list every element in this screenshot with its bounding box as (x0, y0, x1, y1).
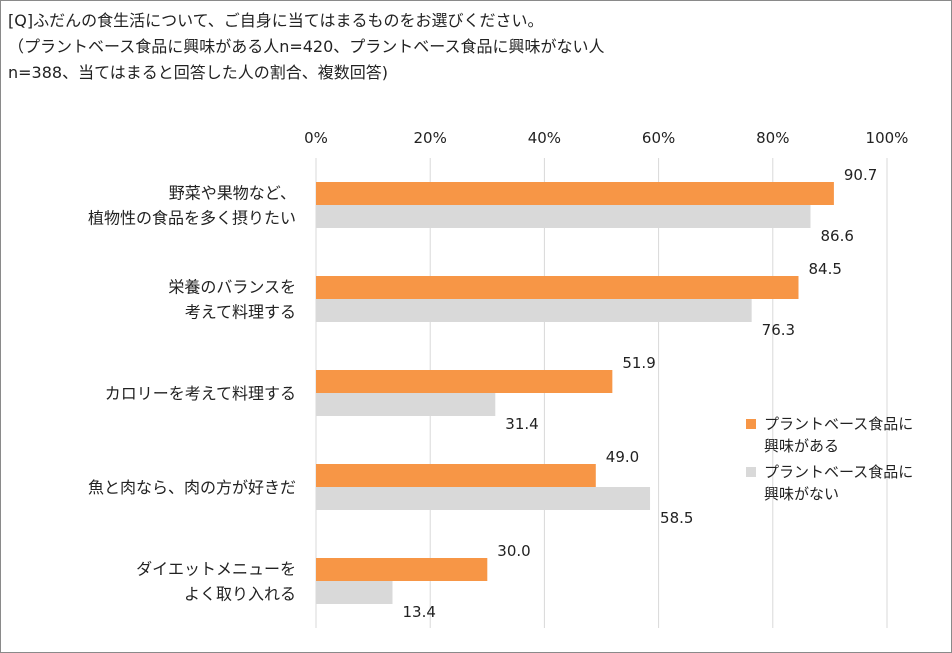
bar-not-interested (316, 205, 811, 228)
question-text: [Q]ふだんの食生活について、ご自身に当てはまるものをお選びください。 （プラン… (8, 8, 938, 86)
question-line-3: n=388、当てはまると回答した人の割合、複数回答) (8, 63, 389, 82)
data-label: 31.4 (505, 415, 538, 433)
bar-interested (316, 558, 488, 581)
category-label: 栄養のバランスを (168, 278, 296, 297)
category-label: ダイエットメニューを (136, 560, 296, 579)
question-line-2: （プラントベース食品に興味がある人n=420、プラントベース食品に興味がない人 (8, 37, 605, 56)
category-label: 魚と肉なら、肉の方が好きだ (88, 478, 296, 497)
bar-interested (316, 464, 596, 487)
legend-swatch-interested (746, 419, 756, 429)
data-label: 13.4 (403, 603, 436, 621)
bar-not-interested (316, 393, 496, 416)
bar-interested (316, 182, 834, 205)
bar-not-interested (316, 487, 651, 510)
data-label: 76.3 (762, 321, 795, 339)
data-label: 49.0 (606, 448, 639, 466)
bar-not-interested (316, 299, 752, 322)
legend-swatch-not-interested (746, 467, 756, 477)
data-label: 86.6 (820, 227, 853, 245)
x-tick-label: 60% (642, 129, 675, 147)
data-label: 51.9 (622, 354, 655, 372)
legend-label-interested: プラントベース食品に 興味がある (764, 415, 914, 455)
question-line-1: [Q]ふだんの食生活について、ご自身に当てはまるものをお選びください。 (8, 11, 544, 30)
bar-interested (316, 276, 799, 299)
bar-interested (316, 370, 613, 393)
data-label: 30.0 (497, 542, 530, 560)
legend-item-not-interested: プラントベース食品に 興味がない (742, 461, 942, 505)
x-tick-label: 20% (414, 129, 447, 147)
data-label: 90.7 (844, 166, 877, 184)
category-label: カロリーを考えて料理する (105, 384, 296, 403)
x-tick-label: 80% (756, 129, 789, 147)
data-label: 58.5 (660, 509, 693, 527)
category-label: 野菜や果物など、 (169, 184, 296, 203)
category-label: 考えて料理する (185, 303, 296, 322)
legend-item-interested: プラントベース食品に 興味がある (742, 413, 942, 457)
chart-legend: プラントベース食品に 興味がある プラントベース食品に 興味がない (742, 413, 942, 509)
category-label: 植物性の食品を多く摂りたい (88, 209, 296, 228)
legend-label-not-interested: プラントベース食品に 興味がない (764, 463, 914, 503)
x-tick-label: 0% (304, 129, 328, 147)
x-tick-label: 100% (866, 129, 909, 147)
category-label: よく取り入れる (184, 585, 296, 604)
x-tick-label: 40% (528, 129, 561, 147)
bar-not-interested (316, 581, 393, 604)
data-label: 84.5 (808, 260, 841, 278)
